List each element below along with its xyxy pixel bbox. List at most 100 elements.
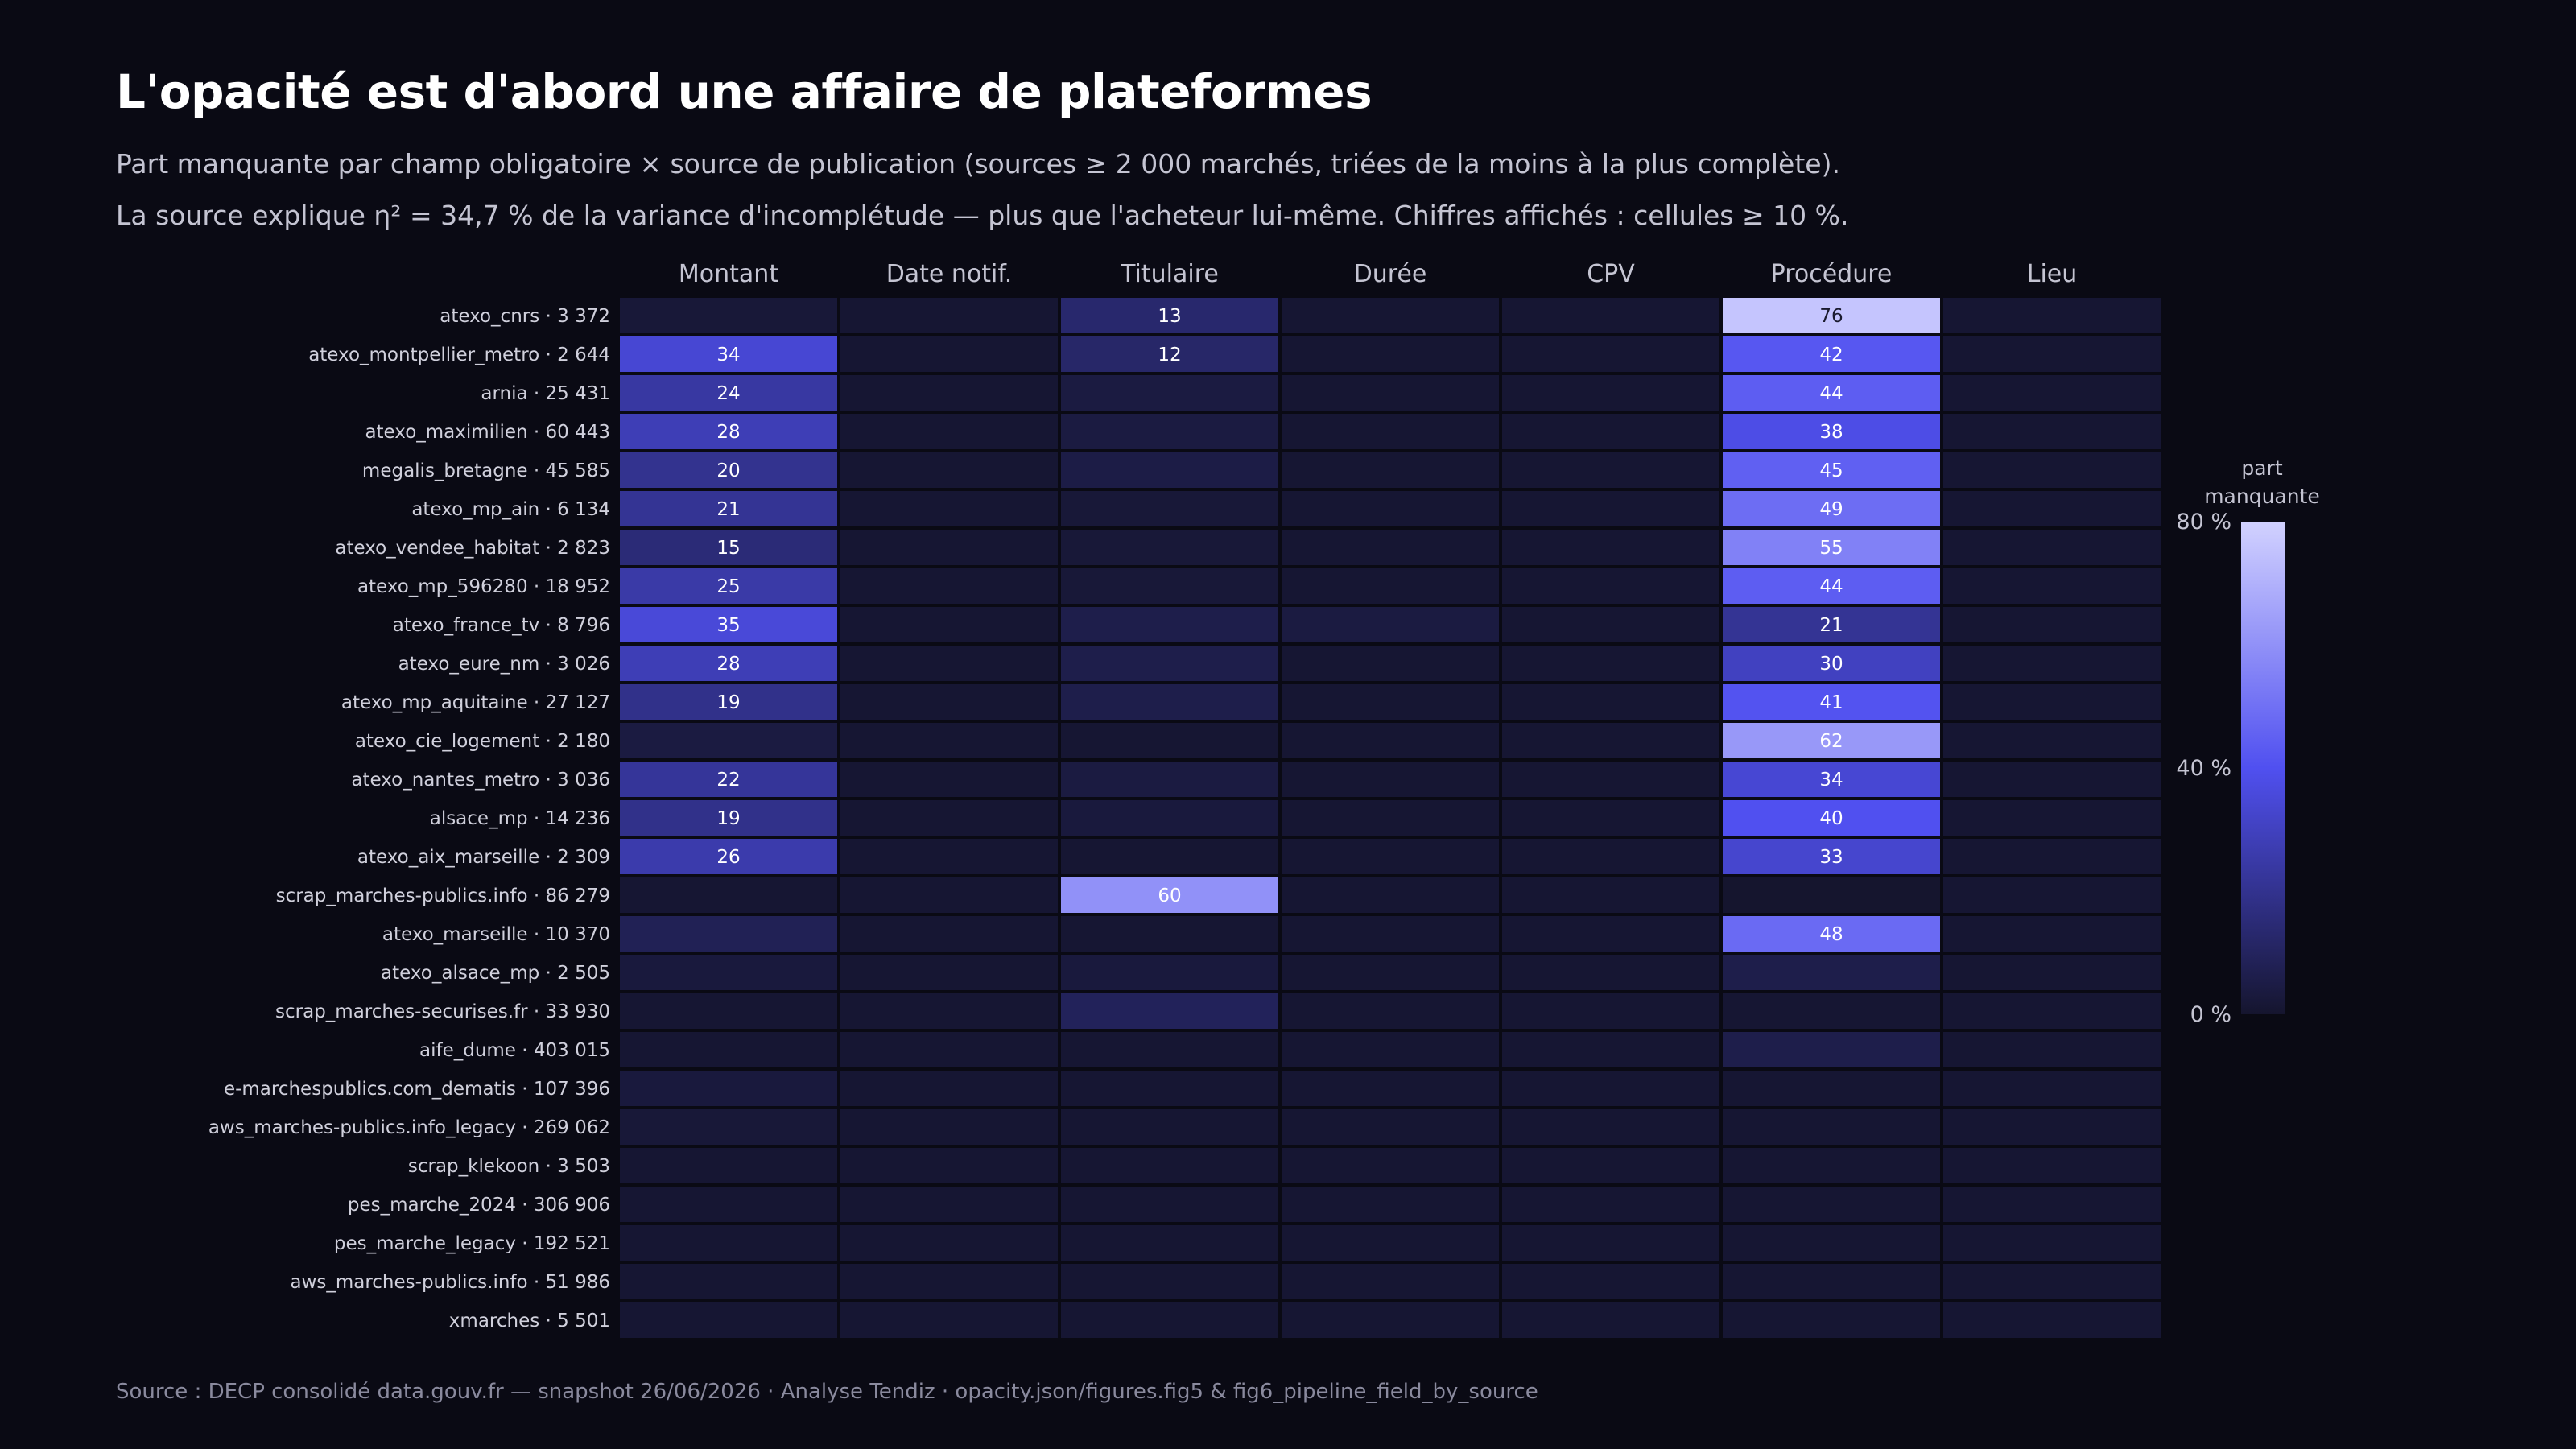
legend-tick-label: 40 % [2176,756,2231,781]
heatmap-cell [1502,414,1719,449]
heatmap-cell [620,414,837,449]
heatmap-cell [1282,336,1499,372]
heatmap-cell [1502,646,1719,681]
heatmap-cell [840,1071,1058,1106]
heatmap-cell [1943,839,2161,874]
heatmap-cell [620,877,837,913]
heatmap-cell [840,1187,1058,1222]
heatmap-cell [1723,646,1940,681]
cell-value-label: 28 [716,422,740,443]
cell-value-label: 76 [1819,306,1843,327]
heatmap-cell [1943,1187,2161,1222]
heatmap-cell [840,530,1058,565]
row-label: e-marchespublics.com_dematis · 107 396 [224,1079,610,1100]
heatmap-cell [840,607,1058,642]
heatmap-cell [1723,414,1940,449]
heatmap-cell [1061,452,1278,488]
heatmap-cell [1723,298,1940,333]
cell-value-label: 60 [1158,886,1181,906]
heatmap-cell [840,955,1058,990]
legend-title-line1: part [2241,456,2282,480]
heatmap-cell [620,762,837,797]
chart-subtitle-1: Part manquante par champ obligatoire × s… [116,148,1840,180]
legend-tick-label: 80 % [2176,510,2231,535]
cell-value-label: 49 [1819,499,1843,520]
cell-value-label: 40 [1819,808,1843,829]
heatmap-cell [620,1071,837,1106]
column-label: CPV [1587,260,1635,288]
heatmap-cell [1723,1302,1940,1338]
heatmap-cell [620,1302,837,1338]
column-label: Lieu [2027,260,2078,288]
cell-value-label: 19 [716,692,740,713]
heatmap-cell [620,1032,837,1067]
heatmap-cell [1502,1302,1719,1338]
heatmap-cell [840,568,1058,604]
color-legend: part manquante 80 % 40 % 0 % [2176,456,2319,1027]
heatmap-cell [1061,684,1278,720]
heatmap-cell [1723,723,1940,758]
heatmap-cell [1502,1264,1719,1299]
heatmap-cell [1061,568,1278,604]
heatmap-cell [1943,916,2161,952]
heatmap-cell [1282,839,1499,874]
heatmap-cell [1723,1187,1940,1222]
row-label: megalis_bretagne · 45 585 [362,460,610,481]
cell-value-label: 48 [1819,924,1843,945]
heatmap-cell [620,1264,837,1299]
heatmap-cell [1061,1148,1278,1183]
heatmap-cell [1502,877,1719,913]
heatmap-cell [1502,336,1719,372]
heatmap-cell [1282,1264,1499,1299]
heatmap-cell [1282,800,1499,836]
heatmap-cell [1723,955,1940,990]
row-label: scrap_marches-securises.fr · 33 930 [275,1001,610,1022]
heatmap-cell [1282,762,1499,797]
heatmap-cell [1943,723,2161,758]
heatmap-cell [1943,1109,2161,1145]
cell-value-label: 35 [716,615,740,636]
heatmap-cell [1502,800,1719,836]
heatmap-cell [840,762,1058,797]
row-label: atexo_france_tv · 8 796 [393,615,610,636]
heatmap-cell [620,800,837,836]
heatmap-cell [1282,723,1499,758]
heatmap-cell [620,723,837,758]
heatmap-cell [840,646,1058,681]
heatmap-cell [1723,568,1940,604]
heatmap-cell [1502,1032,1719,1067]
heatmap-cell [1282,877,1499,913]
heatmap-cell [1282,955,1499,990]
heatmap-cell [840,491,1058,526]
heatmap-cell [1282,993,1499,1029]
heatmap-cell [1943,452,2161,488]
cell-value-label: 38 [1819,422,1843,443]
heatmap-cell [1502,530,1719,565]
column-label: Montant [679,260,778,288]
heatmap-cell [620,568,837,604]
heatmap-cell [1282,1225,1499,1261]
heatmap-cell [1723,1225,1940,1261]
heatmap-cell [1943,568,2161,604]
heatmap-cell [1282,1302,1499,1338]
cell-value-label: 34 [716,345,740,365]
heatmap-cell [1502,1148,1719,1183]
cell-value-label: 24 [716,383,740,404]
heatmap-cell [1502,375,1719,411]
heatmap-cell [1282,916,1499,952]
heatmap-cell [1723,684,1940,720]
heatmap-cell [840,800,1058,836]
cell-value-label: 20 [716,460,740,481]
cell-value-label: 42 [1819,345,1843,365]
cell-value-label: 25 [716,576,740,597]
heatmap-cell [1282,1032,1499,1067]
heatmap-cell [620,916,837,952]
heatmap-cell [620,298,837,333]
heatmap-cell [1282,1071,1499,1106]
row-label: pes_marche_legacy · 192 521 [334,1233,610,1254]
heatmap-cell [840,1302,1058,1338]
row-label: aife_dume · 403 015 [419,1040,610,1061]
heatmap-cell [1723,1148,1940,1183]
heatmap-cell [1943,491,2161,526]
heatmap-cell [840,452,1058,488]
